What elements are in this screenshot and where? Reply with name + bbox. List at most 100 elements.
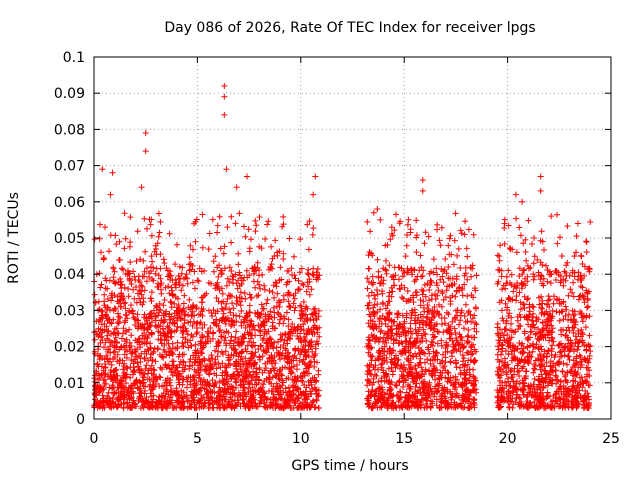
data-point xyxy=(187,381,194,388)
data-point xyxy=(374,256,381,263)
data-point xyxy=(229,300,236,307)
data-point xyxy=(131,400,138,407)
data-point xyxy=(375,378,382,385)
data-point xyxy=(138,184,145,191)
data-point xyxy=(161,398,168,405)
data-point xyxy=(167,298,174,305)
data-point xyxy=(545,293,552,300)
data-point xyxy=(115,300,122,307)
data-point xyxy=(167,268,174,275)
data-point xyxy=(117,314,124,321)
data-point xyxy=(550,300,557,307)
data-point xyxy=(189,313,195,320)
data-point xyxy=(112,401,119,408)
data-point xyxy=(101,291,108,298)
data-point xyxy=(295,404,302,411)
data-point xyxy=(196,372,203,378)
y-tick-label: 0.05 xyxy=(54,231,85,247)
data-point xyxy=(154,240,161,247)
data-point xyxy=(144,225,150,232)
data-point xyxy=(175,353,182,360)
data-point xyxy=(559,368,566,375)
data-point xyxy=(119,378,126,384)
data-point xyxy=(218,285,225,292)
data-point xyxy=(269,319,276,326)
data-point xyxy=(530,369,537,376)
data-point xyxy=(111,268,118,275)
data-point xyxy=(258,394,265,401)
data-point xyxy=(158,317,165,324)
data-point xyxy=(261,399,268,406)
data-point xyxy=(222,304,229,311)
data-point xyxy=(280,389,287,396)
data-point xyxy=(295,286,302,293)
data-point xyxy=(247,294,254,301)
data-point xyxy=(143,326,150,333)
data-point xyxy=(252,228,259,235)
data-point xyxy=(218,299,225,306)
data-point xyxy=(304,405,311,411)
data-point xyxy=(234,285,241,292)
data-point xyxy=(296,269,303,276)
data-point xyxy=(272,373,279,380)
data-point xyxy=(204,390,211,397)
data-point xyxy=(282,364,289,371)
data-point xyxy=(186,365,193,372)
data-point xyxy=(276,383,283,390)
data-point xyxy=(168,387,175,394)
data-point xyxy=(508,320,514,327)
data-point xyxy=(101,344,107,351)
data-point xyxy=(240,381,247,388)
data-point xyxy=(187,356,194,363)
data-point xyxy=(228,239,235,246)
data-point xyxy=(428,279,435,286)
data-point xyxy=(576,293,583,300)
data-point xyxy=(262,313,269,320)
data-point xyxy=(241,384,248,391)
data-point xyxy=(130,314,137,321)
data-point xyxy=(285,375,292,381)
data-point xyxy=(136,338,143,345)
data-point xyxy=(148,216,155,223)
data-point xyxy=(422,229,429,236)
data-point xyxy=(223,166,230,173)
data-point xyxy=(127,277,133,284)
data-point xyxy=(562,269,569,276)
data-point xyxy=(365,292,372,299)
data-point xyxy=(462,218,469,225)
data-point xyxy=(181,317,188,324)
data-point xyxy=(279,377,286,384)
data-point xyxy=(291,253,297,260)
data-point xyxy=(516,373,523,379)
data-point xyxy=(156,309,162,316)
data-point xyxy=(225,329,232,336)
data-point xyxy=(236,371,243,378)
data-point xyxy=(226,264,233,271)
data-point xyxy=(96,375,103,382)
data-point xyxy=(97,221,103,228)
data-point xyxy=(218,333,225,340)
data-point xyxy=(564,223,571,230)
data-point xyxy=(314,359,320,366)
data-point xyxy=(419,177,426,184)
data-point xyxy=(180,300,187,307)
data-point xyxy=(105,358,112,365)
data-point xyxy=(151,248,158,255)
data-point xyxy=(120,404,127,411)
data-point xyxy=(312,310,319,317)
data-point xyxy=(248,236,254,243)
data-point xyxy=(423,337,430,344)
data-point xyxy=(389,288,396,295)
data-point xyxy=(119,330,126,337)
data-point xyxy=(157,351,163,358)
data-point xyxy=(265,218,272,225)
data-point xyxy=(141,401,148,408)
data-point xyxy=(247,322,254,329)
data-point xyxy=(253,222,260,229)
data-point xyxy=(261,326,268,333)
data-point xyxy=(209,216,216,223)
data-point xyxy=(312,305,318,312)
data-point xyxy=(236,342,243,349)
data-point xyxy=(136,390,143,397)
data-point xyxy=(137,256,144,263)
